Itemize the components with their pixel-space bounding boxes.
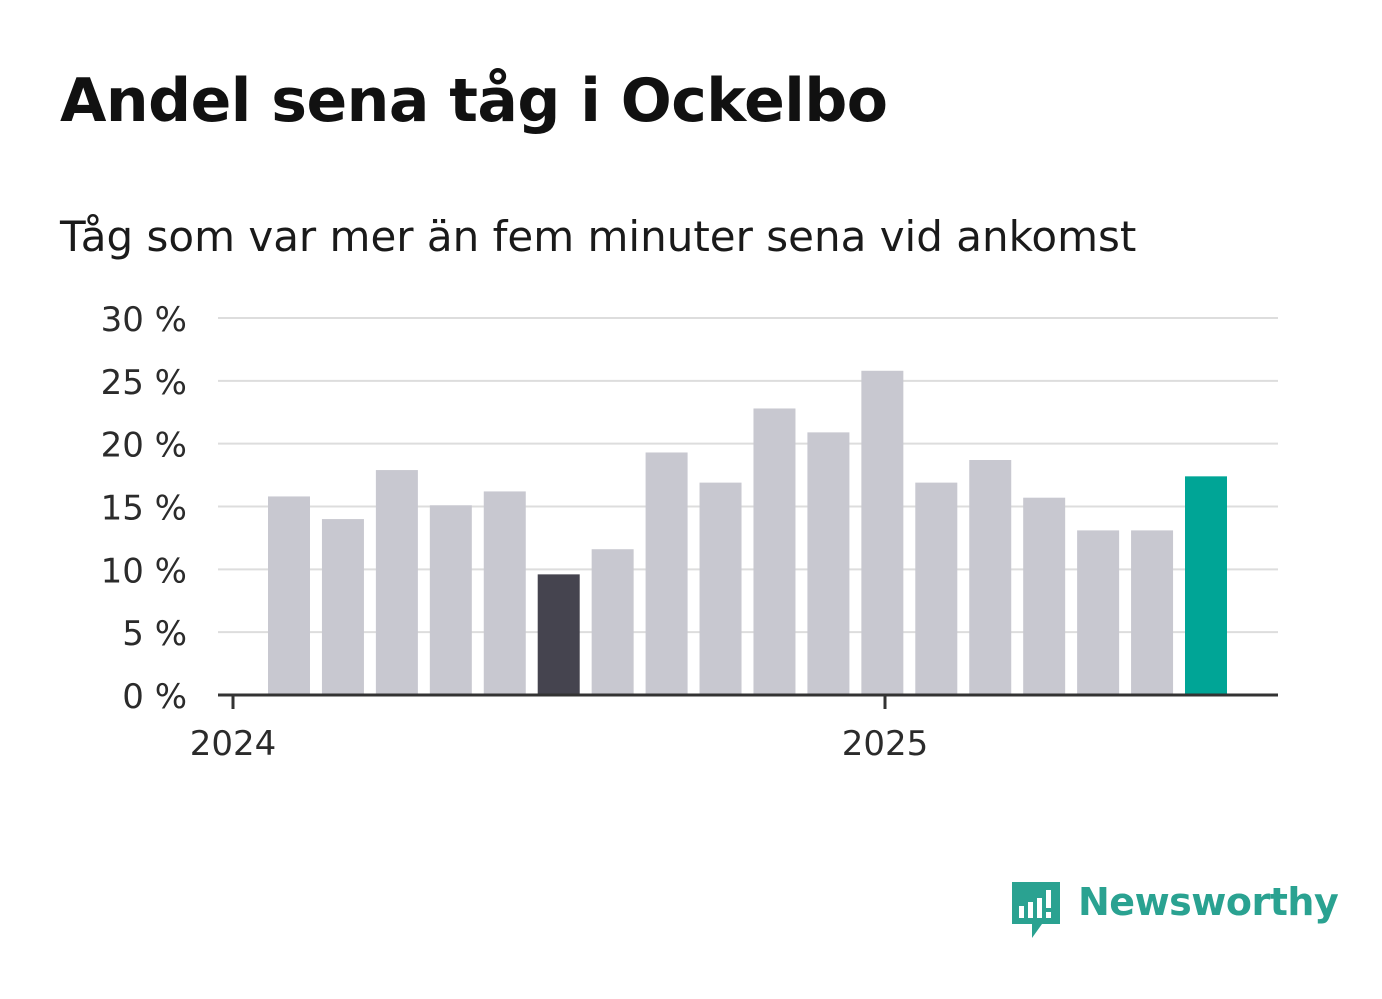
bar <box>483 491 526 695</box>
x-tick-label: 2024 <box>190 724 277 764</box>
y-tick-label: 20 % <box>101 426 187 466</box>
newsworthy-logo-icon <box>1012 882 1060 938</box>
y-tick-label: 5 % <box>122 614 187 654</box>
bar <box>1023 497 1066 695</box>
bar <box>268 496 310 695</box>
newsworthy-logo: Newsworthy <box>1010 878 1339 942</box>
y-tick-label: 25 % <box>101 363 187 403</box>
chart-title: Andel sena tåg i Ockelbo <box>60 66 888 136</box>
brand-name: Newsworthy <box>1078 880 1339 924</box>
bar <box>591 549 634 695</box>
bar <box>699 482 742 695</box>
bar <box>915 482 958 695</box>
bar <box>375 470 418 695</box>
bar <box>807 432 850 695</box>
bar <box>429 505 472 695</box>
y-tick-label: 10 % <box>101 551 187 591</box>
bar <box>753 408 796 695</box>
bar <box>1185 476 1227 695</box>
bar <box>645 452 688 695</box>
bar <box>969 460 1012 695</box>
x-tick-label: 2025 <box>842 724 929 764</box>
bar <box>1077 530 1120 695</box>
bar <box>1131 530 1174 695</box>
y-tick-label: 30 % <box>101 300 187 340</box>
y-tick-label: 0 % <box>122 677 187 717</box>
bar <box>861 370 904 695</box>
bar <box>321 519 364 695</box>
chart-subtitle: Tåg som var mer än fem minuter sena vid … <box>60 212 1137 261</box>
bar <box>537 574 580 695</box>
y-tick-label: 15 % <box>101 489 187 529</box>
